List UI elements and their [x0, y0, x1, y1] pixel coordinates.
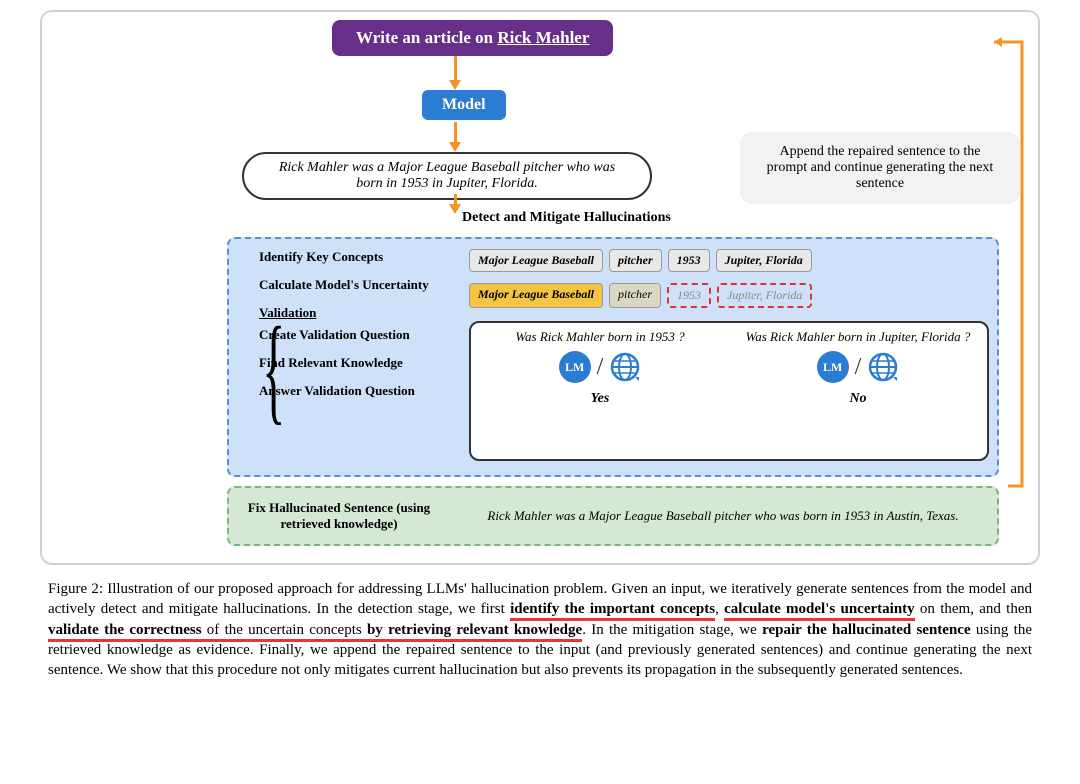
detect-label: Detect and Mitigate Hallucinations — [462, 210, 671, 226]
validation-box: Was Rick Mahler born in 1953 ? LM / Yes … — [469, 321, 989, 461]
concept: pitcher — [609, 249, 662, 272]
globe-icon — [867, 351, 899, 383]
concept: Major League Baseball — [469, 249, 603, 272]
b: identify the important concepts — [510, 601, 715, 621]
arrow — [454, 56, 457, 82]
uc-item: Major League Baseball — [469, 283, 603, 308]
output-sentence: Rick Mahler was a Major League Baseball … — [242, 152, 652, 200]
slash: / — [597, 354, 604, 381]
lm-globe: LM / — [817, 351, 900, 383]
model-box: Model — [422, 90, 506, 120]
b: calculate model's uncertainty — [724, 601, 915, 621]
figure-container: Write an article on Rick Mahler Model Ri… — [0, 0, 1080, 565]
fix-label: Fix Hallucinated Sentence (using retriev… — [229, 500, 449, 532]
concept-row: Major League Baseball pitcher 1953 Jupit… — [469, 249, 812, 272]
concept: 1953 — [668, 249, 710, 272]
uc-item: Jupiter, Florida — [717, 283, 812, 308]
arrow — [454, 122, 457, 144]
prompt-prefix: Write an article on — [356, 28, 497, 47]
valid-col-1: Was Rick Mahler born in 1953 ? LM / Yes — [471, 323, 729, 459]
question-1: Was Rick Mahler born in 1953 ? — [477, 329, 723, 345]
fix-section: Fix Hallucinated Sentence (using retriev… — [227, 486, 999, 546]
detect-section: { Identify Key Concepts Calculate Model'… — [227, 237, 999, 477]
outer-box: Write an article on Rick Mahler Model Ri… — [40, 10, 1040, 565]
question-2: Was Rick Mahler born in Jupiter, Florida… — [735, 329, 981, 345]
fixed-sentence: Rick Mahler was a Major League Baseball … — [449, 508, 997, 524]
arrowhead — [449, 142, 461, 152]
append-note: Append the repaired sentence to the prom… — [740, 132, 1020, 204]
t: on them, and then — [915, 601, 1032, 617]
lm-icon: LM — [817, 351, 849, 383]
b: by retrieving relevant knowledge — [367, 622, 582, 642]
fignum: Figure 2: — [48, 581, 103, 597]
slash: / — [855, 354, 862, 381]
answer-1: Yes — [477, 391, 723, 407]
prompt-subject: Rick Mahler — [497, 28, 589, 47]
t: , — [715, 601, 724, 617]
step-uncertainty: Calculate Model's Uncertainty — [259, 277, 469, 293]
step-create-q: Create Validation Question — [259, 327, 469, 343]
uc-item: 1953 — [667, 283, 711, 308]
valid-col-2: Was Rick Mahler born in Jupiter, Florida… — [729, 323, 987, 459]
step-validation: Validation — [259, 305, 469, 321]
globe-icon — [609, 351, 641, 383]
b: repair the hallucinated sentence — [762, 622, 971, 638]
answer-2: No — [735, 391, 981, 407]
uc-item: pitcher — [609, 283, 661, 308]
step-identify: Identify Key Concepts — [259, 249, 469, 265]
b: validate the correctness — [48, 622, 202, 642]
lm-globe: LM / — [559, 351, 642, 383]
arrowhead — [449, 80, 461, 90]
prompt-box: Write an article on Rick Mahler — [332, 20, 613, 56]
t: . In the mitigation stage, we — [582, 622, 762, 638]
steps-column: Identify Key Concepts Calculate Model's … — [259, 249, 469, 411]
uncertainty-row: Major League Baseball pitcher 1953 Jupit… — [469, 283, 812, 308]
t: of the uncertain concepts — [202, 622, 367, 642]
step-find-k: Find Relevant Knowledge — [259, 355, 469, 371]
figure-caption: Figure 2: Illustration of our proposed a… — [0, 565, 1080, 694]
step-answer: Answer Validation Question — [259, 383, 469, 399]
lm-icon: LM — [559, 351, 591, 383]
arrowhead — [449, 204, 461, 214]
concept: Jupiter, Florida — [716, 249, 812, 272]
